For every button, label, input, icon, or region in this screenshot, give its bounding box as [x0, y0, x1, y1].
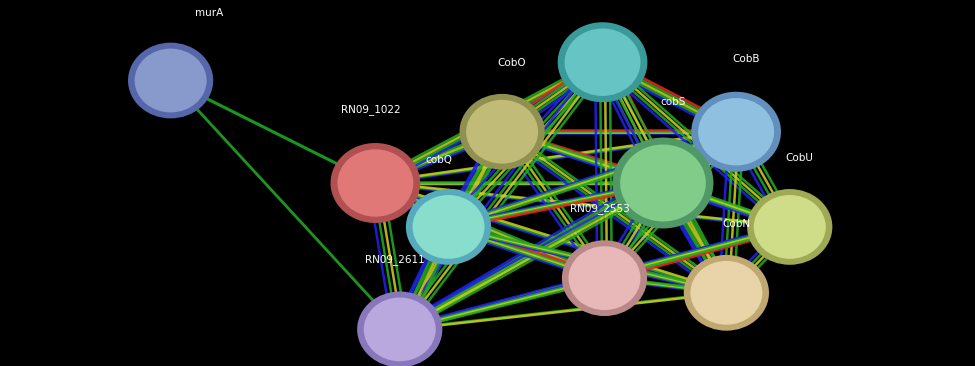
Ellipse shape [567, 245, 642, 311]
Text: RN09_1022: RN09_1022 [340, 104, 401, 115]
Ellipse shape [558, 22, 647, 102]
Text: RN09_2611: RN09_2611 [365, 254, 425, 265]
Text: CobU: CobU [786, 153, 813, 163]
Ellipse shape [562, 240, 647, 316]
Ellipse shape [691, 92, 781, 172]
Ellipse shape [689, 260, 763, 326]
Text: cobS: cobS [660, 97, 685, 107]
Ellipse shape [619, 143, 707, 223]
Ellipse shape [459, 94, 545, 170]
Ellipse shape [564, 27, 642, 97]
Ellipse shape [331, 143, 420, 223]
Text: CobO: CobO [497, 58, 526, 68]
Ellipse shape [134, 48, 208, 113]
Ellipse shape [336, 148, 414, 218]
Ellipse shape [363, 296, 437, 362]
Ellipse shape [747, 189, 833, 265]
Ellipse shape [753, 194, 827, 260]
Text: RN09_2553: RN09_2553 [569, 203, 630, 214]
Ellipse shape [411, 194, 486, 260]
Ellipse shape [128, 43, 214, 118]
Ellipse shape [406, 189, 491, 265]
Text: CobB: CobB [732, 54, 760, 64]
Ellipse shape [612, 138, 714, 228]
Text: cobQ: cobQ [425, 155, 452, 165]
Text: murA: murA [195, 8, 223, 18]
Ellipse shape [357, 291, 443, 366]
Text: CobN: CobN [722, 219, 750, 229]
Ellipse shape [465, 99, 539, 165]
Ellipse shape [683, 255, 769, 331]
Ellipse shape [697, 97, 775, 167]
